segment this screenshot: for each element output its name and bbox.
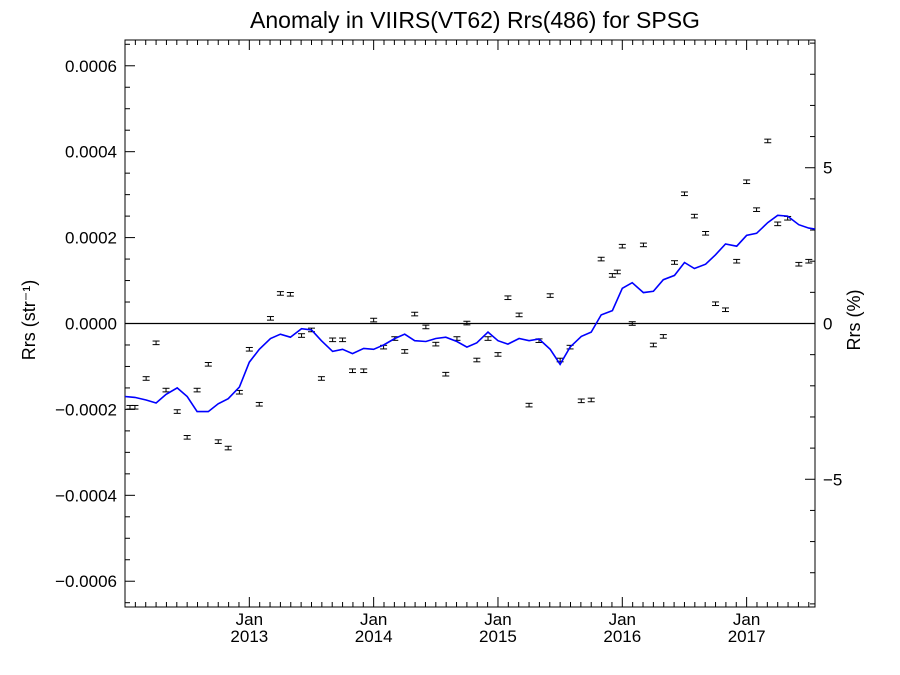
data-point	[494, 352, 502, 357]
data-point	[721, 307, 729, 313]
data-point	[442, 371, 450, 377]
data-point	[484, 336, 492, 341]
data-point	[690, 213, 698, 219]
x-tick-month-label: Jan	[733, 610, 760, 629]
chart-title: Anomaly in VIIRS(VT62) Rrs(486) for SPSG	[250, 7, 700, 33]
data-point	[597, 256, 605, 262]
data-marks	[124, 138, 816, 451]
data-point	[702, 230, 710, 236]
data-point	[173, 409, 181, 414]
data-point	[743, 179, 751, 185]
data-point	[162, 387, 170, 393]
right-axis-label: Rrs (%)	[844, 290, 864, 351]
data-point	[613, 269, 621, 275]
x-tick-month-label: Jan	[609, 610, 636, 629]
x-tick-month-label: Jan	[484, 610, 511, 629]
data-point	[339, 337, 347, 343]
left-tick-label: −0.0002	[55, 400, 117, 419]
data-point	[411, 311, 419, 317]
right-tick-label: 0	[823, 315, 832, 334]
data-point	[432, 341, 440, 347]
data-point	[671, 260, 679, 265]
x-tick-year-label: 2015	[479, 627, 517, 646]
data-point	[515, 312, 523, 318]
data-point	[525, 402, 533, 408]
data-point	[255, 401, 263, 407]
x-tick-year-label: 2016	[603, 627, 641, 646]
data-point	[639, 242, 647, 248]
data-point	[805, 258, 813, 264]
x-tick-year-label: 2013	[230, 627, 268, 646]
data-point	[577, 398, 585, 404]
data-point	[204, 362, 212, 367]
x-tick-month-label: Jan	[360, 610, 387, 629]
data-point	[349, 368, 357, 374]
right-axis-label-text: Rrs (%)	[844, 290, 864, 351]
left-axis-label-text: Rrs (str⁻¹)	[19, 280, 39, 360]
left-axis-label: Rrs (str⁻¹)	[19, 280, 39, 360]
left-tick-label: −0.0004	[55, 486, 117, 505]
data-point	[733, 258, 741, 264]
data-point	[183, 435, 191, 440]
data-point	[401, 349, 409, 354]
data-point	[463, 320, 471, 326]
data-point	[659, 334, 667, 339]
data-point	[628, 321, 636, 326]
data-point	[649, 342, 657, 348]
data-point	[142, 376, 150, 381]
data-point	[546, 293, 554, 298]
data-point	[753, 207, 761, 212]
data-point	[214, 439, 222, 444]
data-point	[298, 333, 306, 338]
data-point	[317, 376, 325, 381]
data-point	[712, 301, 720, 307]
right-tick-label: −5	[823, 470, 842, 489]
data-point	[618, 243, 626, 249]
data-point	[329, 337, 337, 343]
data-point	[276, 291, 284, 296]
data-point	[193, 387, 201, 393]
x-tick-year-label: 2017	[728, 627, 766, 646]
data-point	[131, 404, 139, 410]
data-point	[224, 445, 232, 451]
data-point	[587, 397, 595, 403]
data-point	[680, 191, 688, 197]
data-point	[422, 324, 430, 330]
data-point	[360, 368, 368, 374]
data-point	[266, 316, 274, 321]
x-tick-month-label: Jan	[236, 610, 263, 629]
data-point	[774, 221, 782, 227]
left-tick-label: 0.0006	[65, 57, 117, 76]
data-point	[795, 261, 803, 267]
running-mean-line	[124, 214, 816, 413]
data-point	[235, 389, 243, 395]
x-tick-year-label: 2014	[355, 627, 393, 646]
left-tick-label: 0.0000	[65, 315, 117, 334]
data-point	[152, 340, 160, 346]
data-point	[473, 357, 481, 363]
axis-ticks: 0.0006 0.0004 0.0002 0.0000 −0.0002 −0.0004 −0…	[55, 40, 842, 646]
left-tick-label: −0.0006	[55, 572, 117, 591]
data-point	[764, 138, 772, 144]
left-tick-label: 0.0004	[65, 143, 117, 162]
right-tick-label: 5	[823, 159, 832, 178]
data-point	[286, 291, 294, 297]
data-point	[126, 404, 134, 410]
data-point	[245, 346, 253, 352]
left-tick-label: 0.0002	[65, 229, 117, 248]
data-point	[370, 317, 378, 323]
data-point	[504, 295, 512, 301]
